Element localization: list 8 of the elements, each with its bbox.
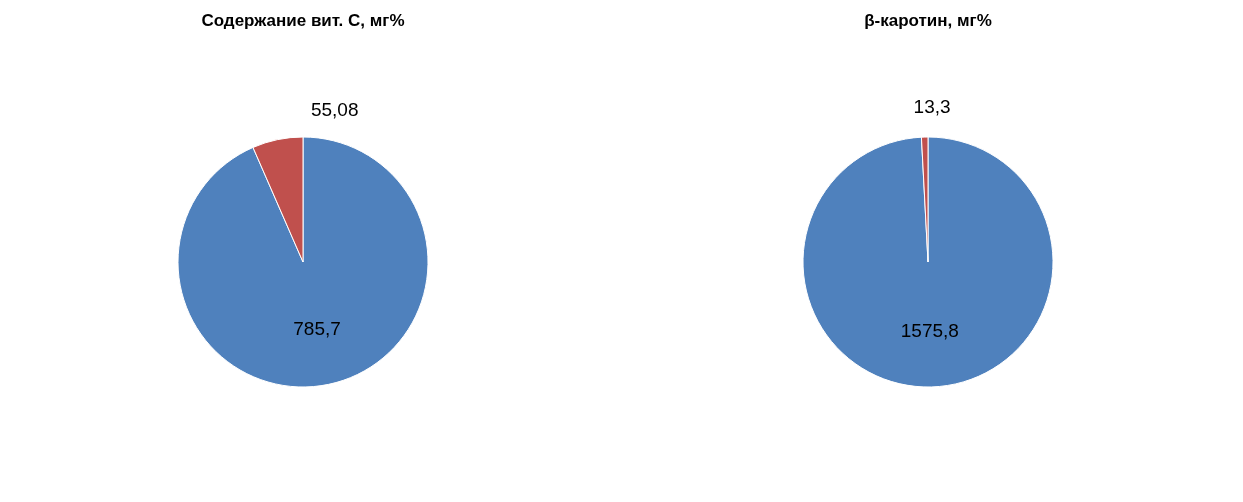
pie-slice (177, 136, 429, 388)
data-label: 785,7 (293, 318, 341, 340)
chart-title: Содержание вит. С, мг% (201, 11, 405, 30)
data-label: 55,08 (310, 99, 359, 121)
data-label: 13,3 (913, 96, 951, 118)
pie-slice (802, 136, 1054, 388)
data-label: 1575,8 (900, 319, 959, 341)
chart-title: β-каротин, мг% (864, 11, 992, 30)
